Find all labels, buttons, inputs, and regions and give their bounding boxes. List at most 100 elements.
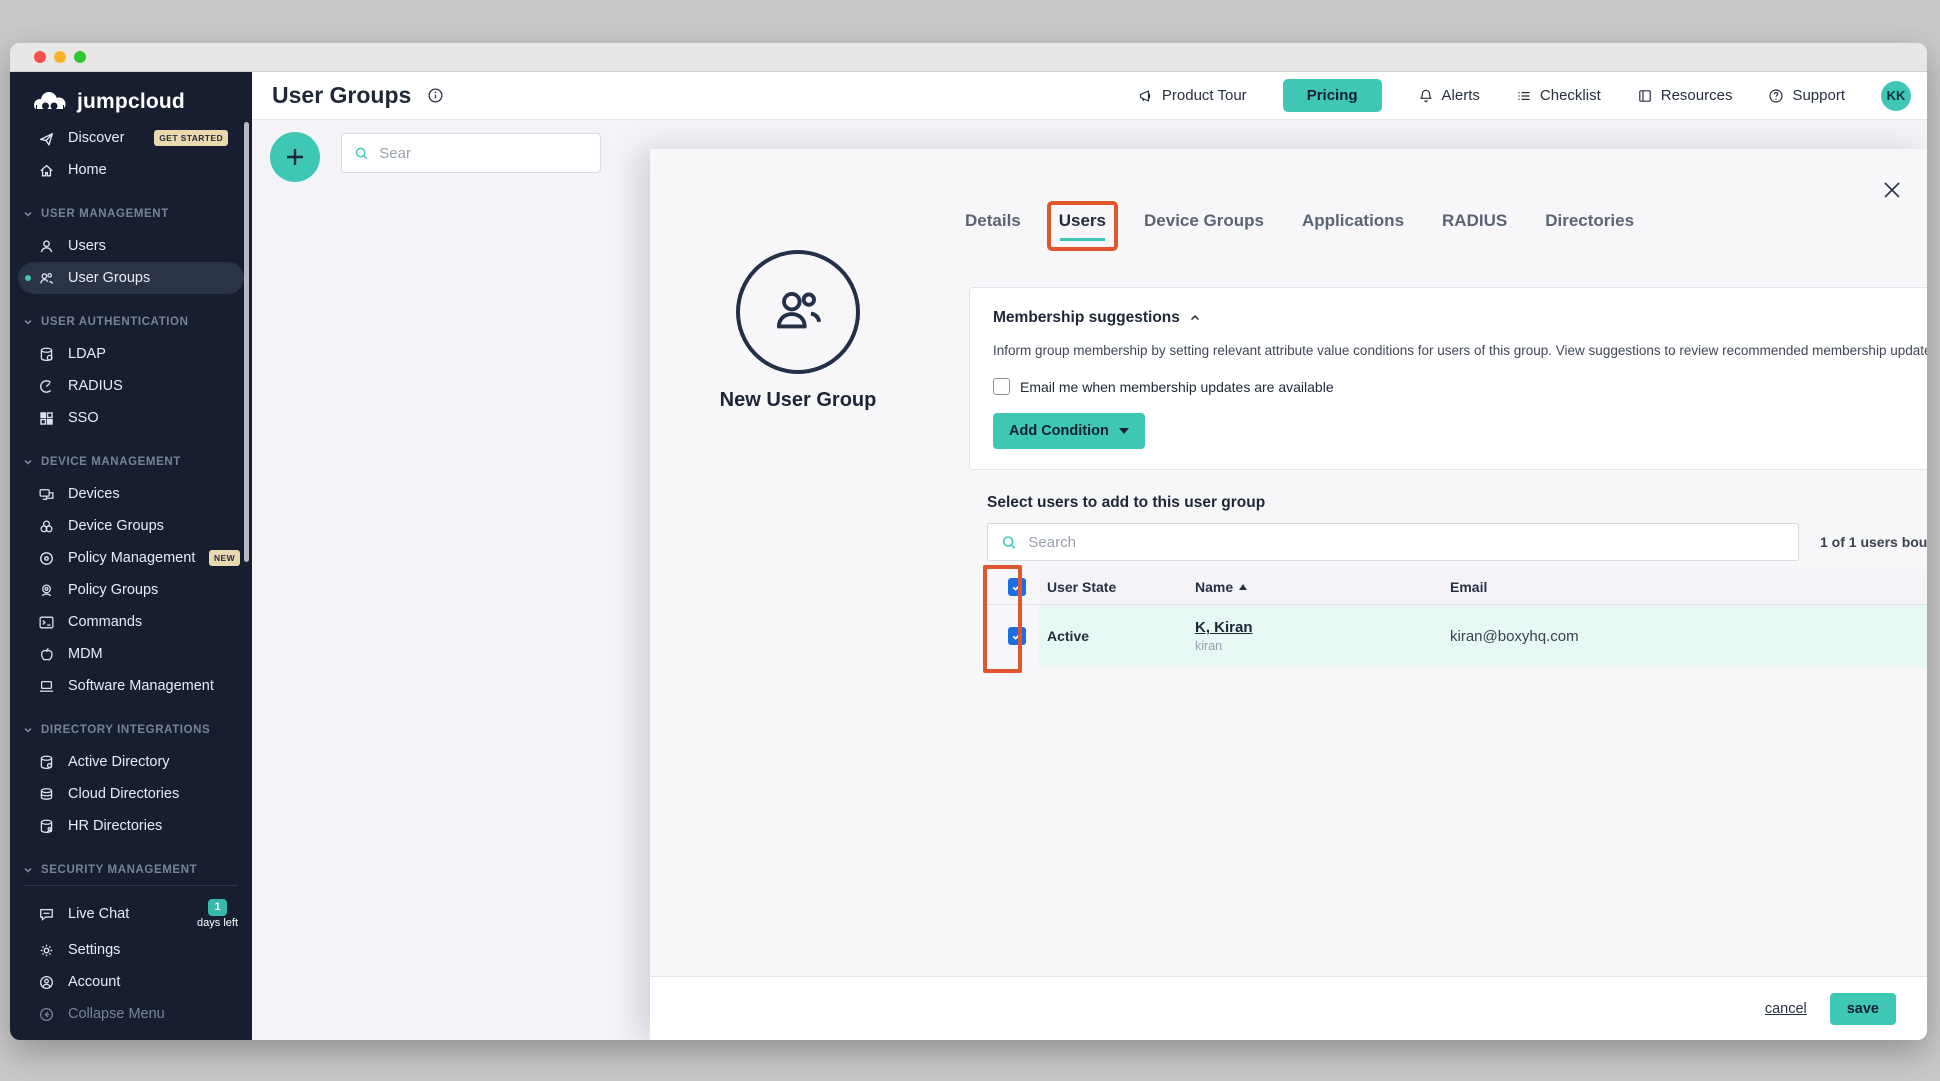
membership-suggestions-title: Membership suggestions — [993, 309, 1180, 326]
checklist-button[interactable]: Checklist — [1516, 87, 1601, 104]
bound-summary: 1 of 1 users bound — [1820, 534, 1927, 550]
zoom-window-button[interactable] — [74, 51, 86, 63]
jumpcloud-logo[interactable]: jumpcloud — [10, 72, 252, 122]
user-row[interactable]: Active K, Kiran kiran kiran@boxyhq.com — [987, 605, 1927, 667]
plus-icon — [287, 149, 303, 165]
sidebar-item-ldap[interactable]: LDAP — [10, 338, 252, 370]
sidebar-item-user-groups[interactable]: User Groups — [18, 262, 244, 294]
product-tour-button[interactable]: Product Tour — [1138, 87, 1247, 104]
sidebar-item-label: HR Directories — [68, 818, 163, 834]
apple-icon — [40, 647, 53, 660]
select-all-checkbox[interactable] — [1008, 577, 1026, 596]
checklist-icon — [1518, 91, 1530, 100]
header-actions: Product Tour Pricing Alerts Checklist Re… — [1138, 79, 1911, 112]
user-email: kiran@boxyhq.com — [1450, 627, 1579, 645]
column-user-state[interactable]: User State — [1047, 578, 1117, 595]
sidebar-item-active-directory[interactable]: Active Directory — [10, 746, 252, 778]
sidebar-item-sso[interactable]: SSO — [10, 402, 252, 434]
tab-radius[interactable]: RADIUS — [1442, 211, 1508, 230]
sidebar-section-directory-integrations[interactable]: DIRECTORY INTEGRATIONS — [10, 714, 252, 746]
sidebar-item-label: MDM — [68, 646, 103, 662]
sidebar-item-policy-groups[interactable]: Policy Groups — [10, 574, 252, 606]
checklist-label: Checklist — [1539, 87, 1601, 104]
email-optin-checkbox[interactable] — [993, 378, 1010, 395]
sidebar-divider — [24, 885, 238, 886]
sidebar-scrollbar[interactable] — [244, 122, 249, 562]
minimize-window-button[interactable] — [54, 51, 66, 63]
sidebar-item-commands[interactable]: Commands — [10, 606, 252, 638]
alerts-button[interactable]: Alerts — [1418, 87, 1480, 104]
tab-device-groups[interactable]: Device Groups — [1144, 211, 1265, 230]
cancel-button[interactable]: cancel — [1764, 1000, 1807, 1017]
row-checkbox[interactable] — [1008, 627, 1026, 645]
database-icon — [40, 347, 53, 361]
user-groups-search-input[interactable] — [379, 144, 600, 162]
sidebar-item-home[interactable]: Home — [10, 154, 252, 186]
sidebar-item-label: Collapse Menu — [68, 1006, 165, 1022]
user-groups-search[interactable] — [341, 133, 601, 173]
add-user-group-button[interactable] — [270, 132, 320, 182]
sidebar-item-label: Account — [68, 974, 121, 990]
users-search-row: 1 of 1 users bound show bound user (1) — [987, 523, 1927, 561]
save-button[interactable]: save — [1829, 992, 1896, 1025]
sidebar-item-label: Policy Management — [68, 550, 196, 566]
app-window: jumpcloud Discover GET STARTED Home USER… — [10, 43, 1927, 1040]
sidebar-item-device-groups[interactable]: Device Groups — [10, 510, 252, 542]
users-search-input[interactable] — [1028, 533, 1798, 551]
sidebar-section-user-management[interactable]: USER MANAGEMENT — [10, 198, 252, 230]
sidebar-item-settings[interactable]: Settings — [10, 934, 252, 966]
users-search[interactable] — [987, 523, 1799, 561]
column-email[interactable]: Email — [1450, 578, 1488, 595]
resources-button[interactable]: Resources — [1637, 87, 1732, 104]
sidebar-section-security-management[interactable]: SECURITY MANAGEMENT — [10, 854, 252, 886]
user-avatar[interactable]: KK — [1881, 80, 1911, 111]
tab-users[interactable]: Users — [1046, 201, 1119, 251]
close-window-button[interactable] — [34, 51, 46, 63]
users-table-header: User State Name Email — [987, 569, 1927, 605]
sidebar-item-label: Active Directory — [68, 754, 170, 770]
info-icon[interactable] — [427, 87, 444, 104]
add-condition-button[interactable]: Add Condition — [993, 413, 1145, 449]
rocket-icon — [39, 132, 54, 146]
users-table: User State Name Email Acti — [987, 569, 1927, 667]
sidebar-item-label: Software Management — [68, 678, 214, 694]
pricing-button[interactable]: Pricing — [1282, 79, 1382, 112]
column-name-label: Name — [1195, 578, 1234, 595]
question-circle-icon — [1769, 88, 1784, 103]
sidebar-item-hr-directories[interactable]: HR Directories — [10, 810, 252, 842]
sidebar-item-account[interactable]: Account — [10, 966, 252, 998]
sidebar-item-mdm[interactable]: MDM — [10, 638, 252, 670]
sidebar-item-label: Policy Groups — [68, 582, 159, 598]
sidebar-item-policy-management[interactable]: Policy Management NEW — [10, 542, 252, 574]
sidebar-item-cloud-directories[interactable]: Cloud Directories — [10, 778, 252, 810]
account-icon — [40, 975, 53, 989]
sidebar-item-label: Discover — [68, 130, 125, 146]
membership-suggestions-toggle[interactable]: Membership suggestions — [993, 309, 1927, 327]
sidebar-item-discover[interactable]: Discover GET STARTED — [10, 122, 252, 154]
user-name-link[interactable]: K, Kiran — [1195, 619, 1253, 636]
sidebar-item-software-management[interactable]: Software Management — [10, 670, 252, 702]
group-avatar-circle — [736, 250, 860, 374]
user-group-icon — [776, 291, 822, 329]
sidebar-item-radius[interactable]: RADIUS — [10, 370, 252, 402]
sidebar-item-label: Device Groups — [68, 518, 164, 534]
sidebar-section-device-management[interactable]: DEVICE MANAGEMENT — [10, 446, 252, 478]
search-icon — [1002, 535, 1016, 549]
sidebar-item-devices[interactable]: Devices — [10, 478, 252, 510]
support-label: Support — [1792, 87, 1845, 104]
column-name[interactable]: Name — [1187, 579, 1442, 595]
sidebar-section-title: DEVICE MANAGEMENT — [41, 456, 181, 468]
book-icon — [1638, 89, 1651, 102]
tab-applications[interactable]: Applications — [1302, 211, 1405, 230]
membership-suggestions-description: Inform group membership by setting relev… — [993, 343, 1927, 358]
support-button[interactable]: Support — [1768, 87, 1845, 104]
devices-icon — [39, 488, 54, 500]
tab-directories[interactable]: Directories — [1545, 211, 1635, 230]
close-icon[interactable] — [1881, 179, 1903, 201]
sidebar-section-user-authentication[interactable]: USER AUTHENTICATION — [10, 306, 252, 338]
user-name-cell: K, Kiran kiran — [1187, 619, 1442, 653]
tab-details[interactable]: Details — [965, 211, 1021, 230]
sidebar-item-live-chat[interactable]: Live Chat 1 days left — [10, 894, 252, 934]
sidebar-item-users[interactable]: Users — [10, 230, 252, 262]
sidebar-item-collapse-menu[interactable]: Collapse Menu — [10, 998, 252, 1030]
